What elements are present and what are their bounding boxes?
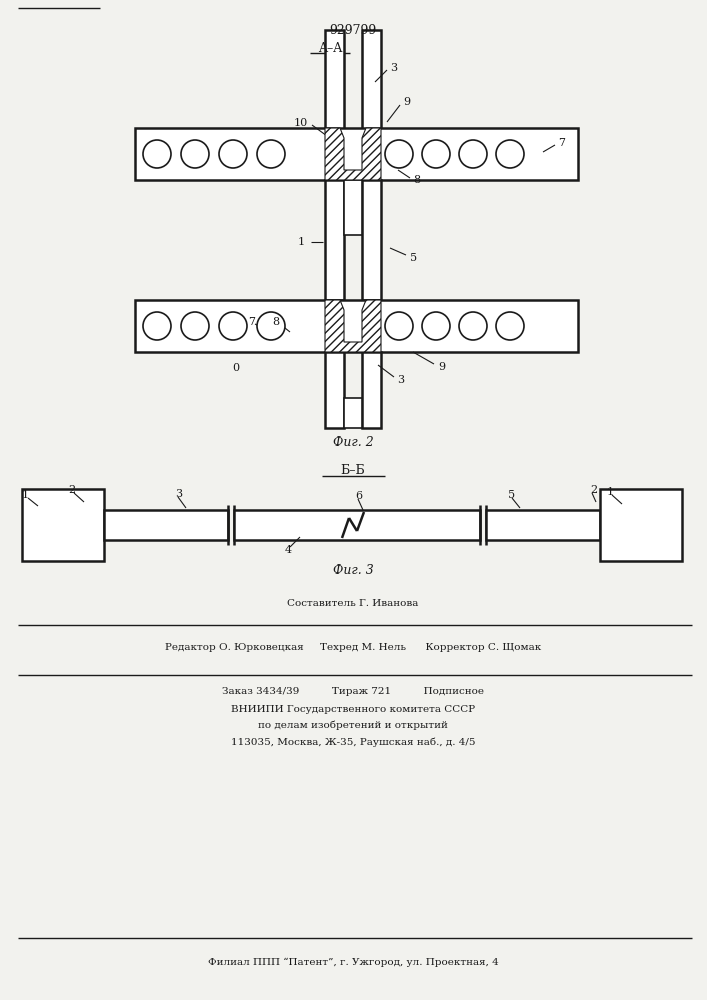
Text: Редактор О. Юрковецкая     Техред М. Нель      Корректор С. Щомак: Редактор О. Юрковецкая Техред М. Нель Ко… bbox=[165, 643, 541, 652]
Text: 3: 3 bbox=[390, 63, 397, 73]
Text: Составитель Г. Иванова: Составитель Г. Иванова bbox=[287, 598, 419, 607]
Circle shape bbox=[181, 140, 209, 168]
Circle shape bbox=[385, 140, 413, 168]
Text: 7: 7 bbox=[248, 317, 255, 327]
Bar bbox=[135, 300, 578, 352]
Polygon shape bbox=[325, 128, 381, 180]
Bar bbox=[344, 398, 362, 428]
Text: Филиал ППП “Патент”, г. Ужгород, ул. Проектная, 4: Филиал ППП “Патент”, г. Ужгород, ул. Про… bbox=[208, 957, 498, 967]
Bar bbox=[486, 510, 600, 540]
Text: 5: 5 bbox=[410, 253, 417, 263]
Circle shape bbox=[459, 312, 487, 340]
Circle shape bbox=[496, 140, 524, 168]
Bar bbox=[104, 510, 228, 540]
Text: Фиг. 2: Фиг. 2 bbox=[332, 436, 373, 450]
Text: 1: 1 bbox=[298, 237, 305, 247]
Text: 8: 8 bbox=[272, 317, 279, 327]
Text: 5: 5 bbox=[508, 490, 515, 500]
Text: 0: 0 bbox=[232, 363, 239, 373]
Bar bbox=[325, 180, 344, 300]
Text: 1: 1 bbox=[22, 490, 29, 500]
Text: 9: 9 bbox=[438, 362, 445, 372]
Text: 9: 9 bbox=[403, 97, 410, 107]
Circle shape bbox=[257, 312, 285, 340]
Circle shape bbox=[143, 140, 171, 168]
Bar bbox=[600, 489, 682, 561]
Bar bbox=[362, 180, 381, 300]
Text: по делам изобретений и открытий: по делам изобретений и открытий bbox=[258, 720, 448, 730]
Text: Фиг. 3: Фиг. 3 bbox=[332, 564, 373, 576]
Text: Б–Б: Б–Б bbox=[341, 464, 366, 477]
Circle shape bbox=[385, 312, 413, 340]
Bar bbox=[362, 352, 381, 428]
Bar bbox=[344, 180, 362, 235]
Circle shape bbox=[257, 140, 285, 168]
Circle shape bbox=[496, 312, 524, 340]
Text: 8: 8 bbox=[413, 175, 420, 185]
Text: 113035, Москва, Ж-35, Раушская наб., д. 4/5: 113035, Москва, Ж-35, Раушская наб., д. … bbox=[230, 737, 475, 747]
Bar bbox=[362, 30, 381, 130]
Text: 2: 2 bbox=[68, 485, 75, 495]
Text: 7: 7 bbox=[558, 138, 565, 148]
Text: ВНИИПИ Государственного комитета СССР: ВНИИПИ Государственного комитета СССР bbox=[231, 706, 475, 714]
Bar bbox=[135, 128, 578, 180]
Circle shape bbox=[459, 140, 487, 168]
Text: 3: 3 bbox=[397, 375, 404, 385]
Circle shape bbox=[219, 312, 247, 340]
Circle shape bbox=[143, 312, 171, 340]
Text: A–A: A–A bbox=[318, 41, 342, 54]
Circle shape bbox=[219, 140, 247, 168]
Text: 929799: 929799 bbox=[329, 23, 377, 36]
Text: 2: 2 bbox=[590, 485, 597, 495]
Bar bbox=[325, 352, 344, 428]
Text: 10: 10 bbox=[294, 118, 308, 128]
Circle shape bbox=[422, 312, 450, 340]
Bar bbox=[22, 489, 104, 561]
Bar bbox=[234, 510, 480, 540]
Text: 3: 3 bbox=[175, 489, 182, 499]
Text: 4: 4 bbox=[285, 545, 292, 555]
Text: 6: 6 bbox=[355, 491, 362, 501]
Text: 1: 1 bbox=[607, 487, 614, 497]
Bar bbox=[325, 30, 344, 130]
Circle shape bbox=[422, 140, 450, 168]
Text: Заказ 3434/39          Тираж 721          Подписное: Заказ 3434/39 Тираж 721 Подписное bbox=[222, 688, 484, 696]
Circle shape bbox=[181, 312, 209, 340]
Polygon shape bbox=[325, 300, 381, 352]
